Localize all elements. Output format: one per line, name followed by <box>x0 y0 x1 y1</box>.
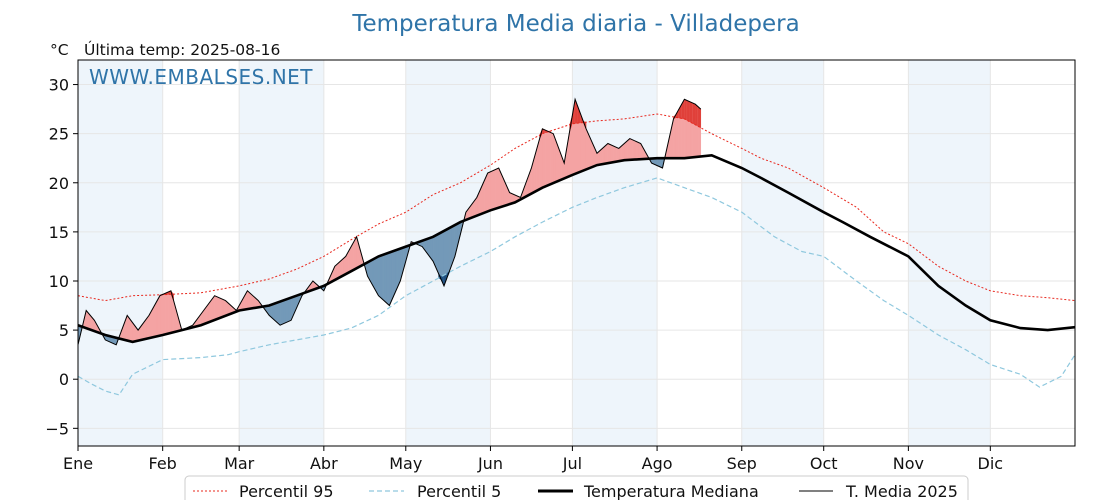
series-line-p5 <box>78 177 1075 396</box>
fill-above-p95 <box>684 98 688 121</box>
legend-label-p95: Percentil 95 <box>239 482 334 500</box>
fill-above-median <box>217 296 221 320</box>
fill-above-median <box>490 170 494 211</box>
x-axis: Ene Feb Mar Abr May Jun Jul Ago Sep Oct Nov Dic <box>63 446 1003 473</box>
y-tick-label: 0 <box>59 370 69 389</box>
watermark: WWW.EMBALSES.NET <box>89 65 313 89</box>
fill-below-median <box>282 299 286 325</box>
fill-below-median <box>375 256 379 297</box>
fill-above-p95 <box>692 102 696 126</box>
fill-above-median <box>624 140 628 161</box>
legend-frame <box>184 475 969 500</box>
series-group <box>78 97 1075 396</box>
y-tick-label: 20 <box>49 174 69 193</box>
fill-above-median <box>629 138 633 161</box>
fill-below-median <box>288 297 292 322</box>
fill-above-median <box>542 128 546 189</box>
plot-area <box>78 97 1075 396</box>
fill-above-median <box>219 297 224 319</box>
fill-above-median <box>634 140 639 160</box>
fill-above-median <box>214 295 218 321</box>
fill-above-median <box>167 290 172 334</box>
month-band-0 <box>78 60 163 446</box>
fill-above-median <box>247 290 251 310</box>
x-tick-label: May <box>389 454 422 473</box>
fill-above-median <box>607 143 611 164</box>
fill-above-median <box>222 299 226 318</box>
fill-above-median <box>492 168 497 210</box>
fill-above-p95 <box>697 106 702 129</box>
y-axis: −5 0 5 10 15 20 25 30 <box>45 76 78 438</box>
series-line-2025 <box>78 97 702 346</box>
fill-above-median <box>613 145 617 163</box>
fill-above-median <box>550 132 554 185</box>
fill-above-p95 <box>695 103 699 127</box>
x-tick-label: Jun <box>477 454 503 473</box>
fill-above-median <box>615 146 620 162</box>
fill-below-median <box>438 231 442 280</box>
plot-frame <box>77 59 1076 447</box>
legend-label-p5: Percentil 5 <box>417 482 501 500</box>
y-tick-label: 25 <box>49 125 69 144</box>
x-tick-label: Ene <box>63 454 93 473</box>
fill-above-median <box>673 113 677 159</box>
fill-below-median <box>391 250 396 300</box>
month-band-3 <box>572 60 658 446</box>
fill-below-median <box>274 302 278 324</box>
month-band-5 <box>908 60 991 446</box>
x-tick-label: Jul <box>562 454 582 473</box>
fill-above-median <box>487 171 491 212</box>
y-tick-label: 30 <box>49 76 69 95</box>
month-band-1 <box>239 60 324 446</box>
fill-above-median <box>495 167 499 209</box>
fill-below-median <box>279 300 284 326</box>
fill-above-p95 <box>686 100 691 123</box>
chart-title: Temperatura Media diaria - Villadepera <box>351 11 799 37</box>
fill-above-median <box>165 291 169 335</box>
legend: Percentil 95 Percentil 5 Temperatura Med… <box>184 475 969 500</box>
fill-below-median <box>277 301 281 326</box>
fill-above-median <box>604 142 609 164</box>
fill-above-median <box>632 139 636 160</box>
fill-above-median <box>610 144 614 163</box>
last-temp-label: Última temp: 2025-08-16 <box>84 40 280 59</box>
series-line-p95 <box>78 113 1075 302</box>
fill-above-median <box>342 255 346 277</box>
fill-above-median <box>637 141 641 160</box>
y-tick-label: 15 <box>49 223 69 242</box>
x-tick-label: Sep <box>727 454 757 473</box>
fill-above-median <box>547 130 551 186</box>
month-band-4 <box>741 60 824 446</box>
legend-label-2025: T. Media 2025 <box>845 482 958 500</box>
unit-label: °C <box>50 41 69 59</box>
x-tick-label: Dic <box>978 454 1004 473</box>
y-tick-label: 10 <box>49 272 69 291</box>
x-tick-label: Mar <box>224 454 255 473</box>
fill-above-median <box>159 294 163 336</box>
x-tick-label: Abr <box>310 454 338 473</box>
month-shading <box>78 60 991 446</box>
fill-above-median <box>154 299 158 338</box>
x-tick-label: Feb <box>149 454 177 473</box>
fill-below-median <box>383 253 387 304</box>
x-tick-label: Ago <box>642 454 673 473</box>
fill-below-median <box>394 249 398 294</box>
fill-below-median <box>378 255 382 299</box>
x-tick-label: Nov <box>893 454 924 473</box>
fill-above-median <box>156 294 161 337</box>
legend-label-median: Temperatura Mediana <box>583 482 759 500</box>
fill-below-median <box>386 252 390 307</box>
fill-above-p95 <box>689 101 693 124</box>
series-line-median <box>78 153 1075 344</box>
fill-below-median <box>389 251 393 306</box>
fill-below-median <box>380 254 385 302</box>
y-tick-label: 5 <box>59 321 69 340</box>
fill-above-median <box>626 138 631 161</box>
fill-above-median <box>544 129 549 187</box>
x-tick-label: Oct <box>810 454 838 473</box>
fill-above-median <box>162 292 166 336</box>
y-tick-label: −5 <box>45 419 69 438</box>
fill-below-median <box>285 298 289 324</box>
